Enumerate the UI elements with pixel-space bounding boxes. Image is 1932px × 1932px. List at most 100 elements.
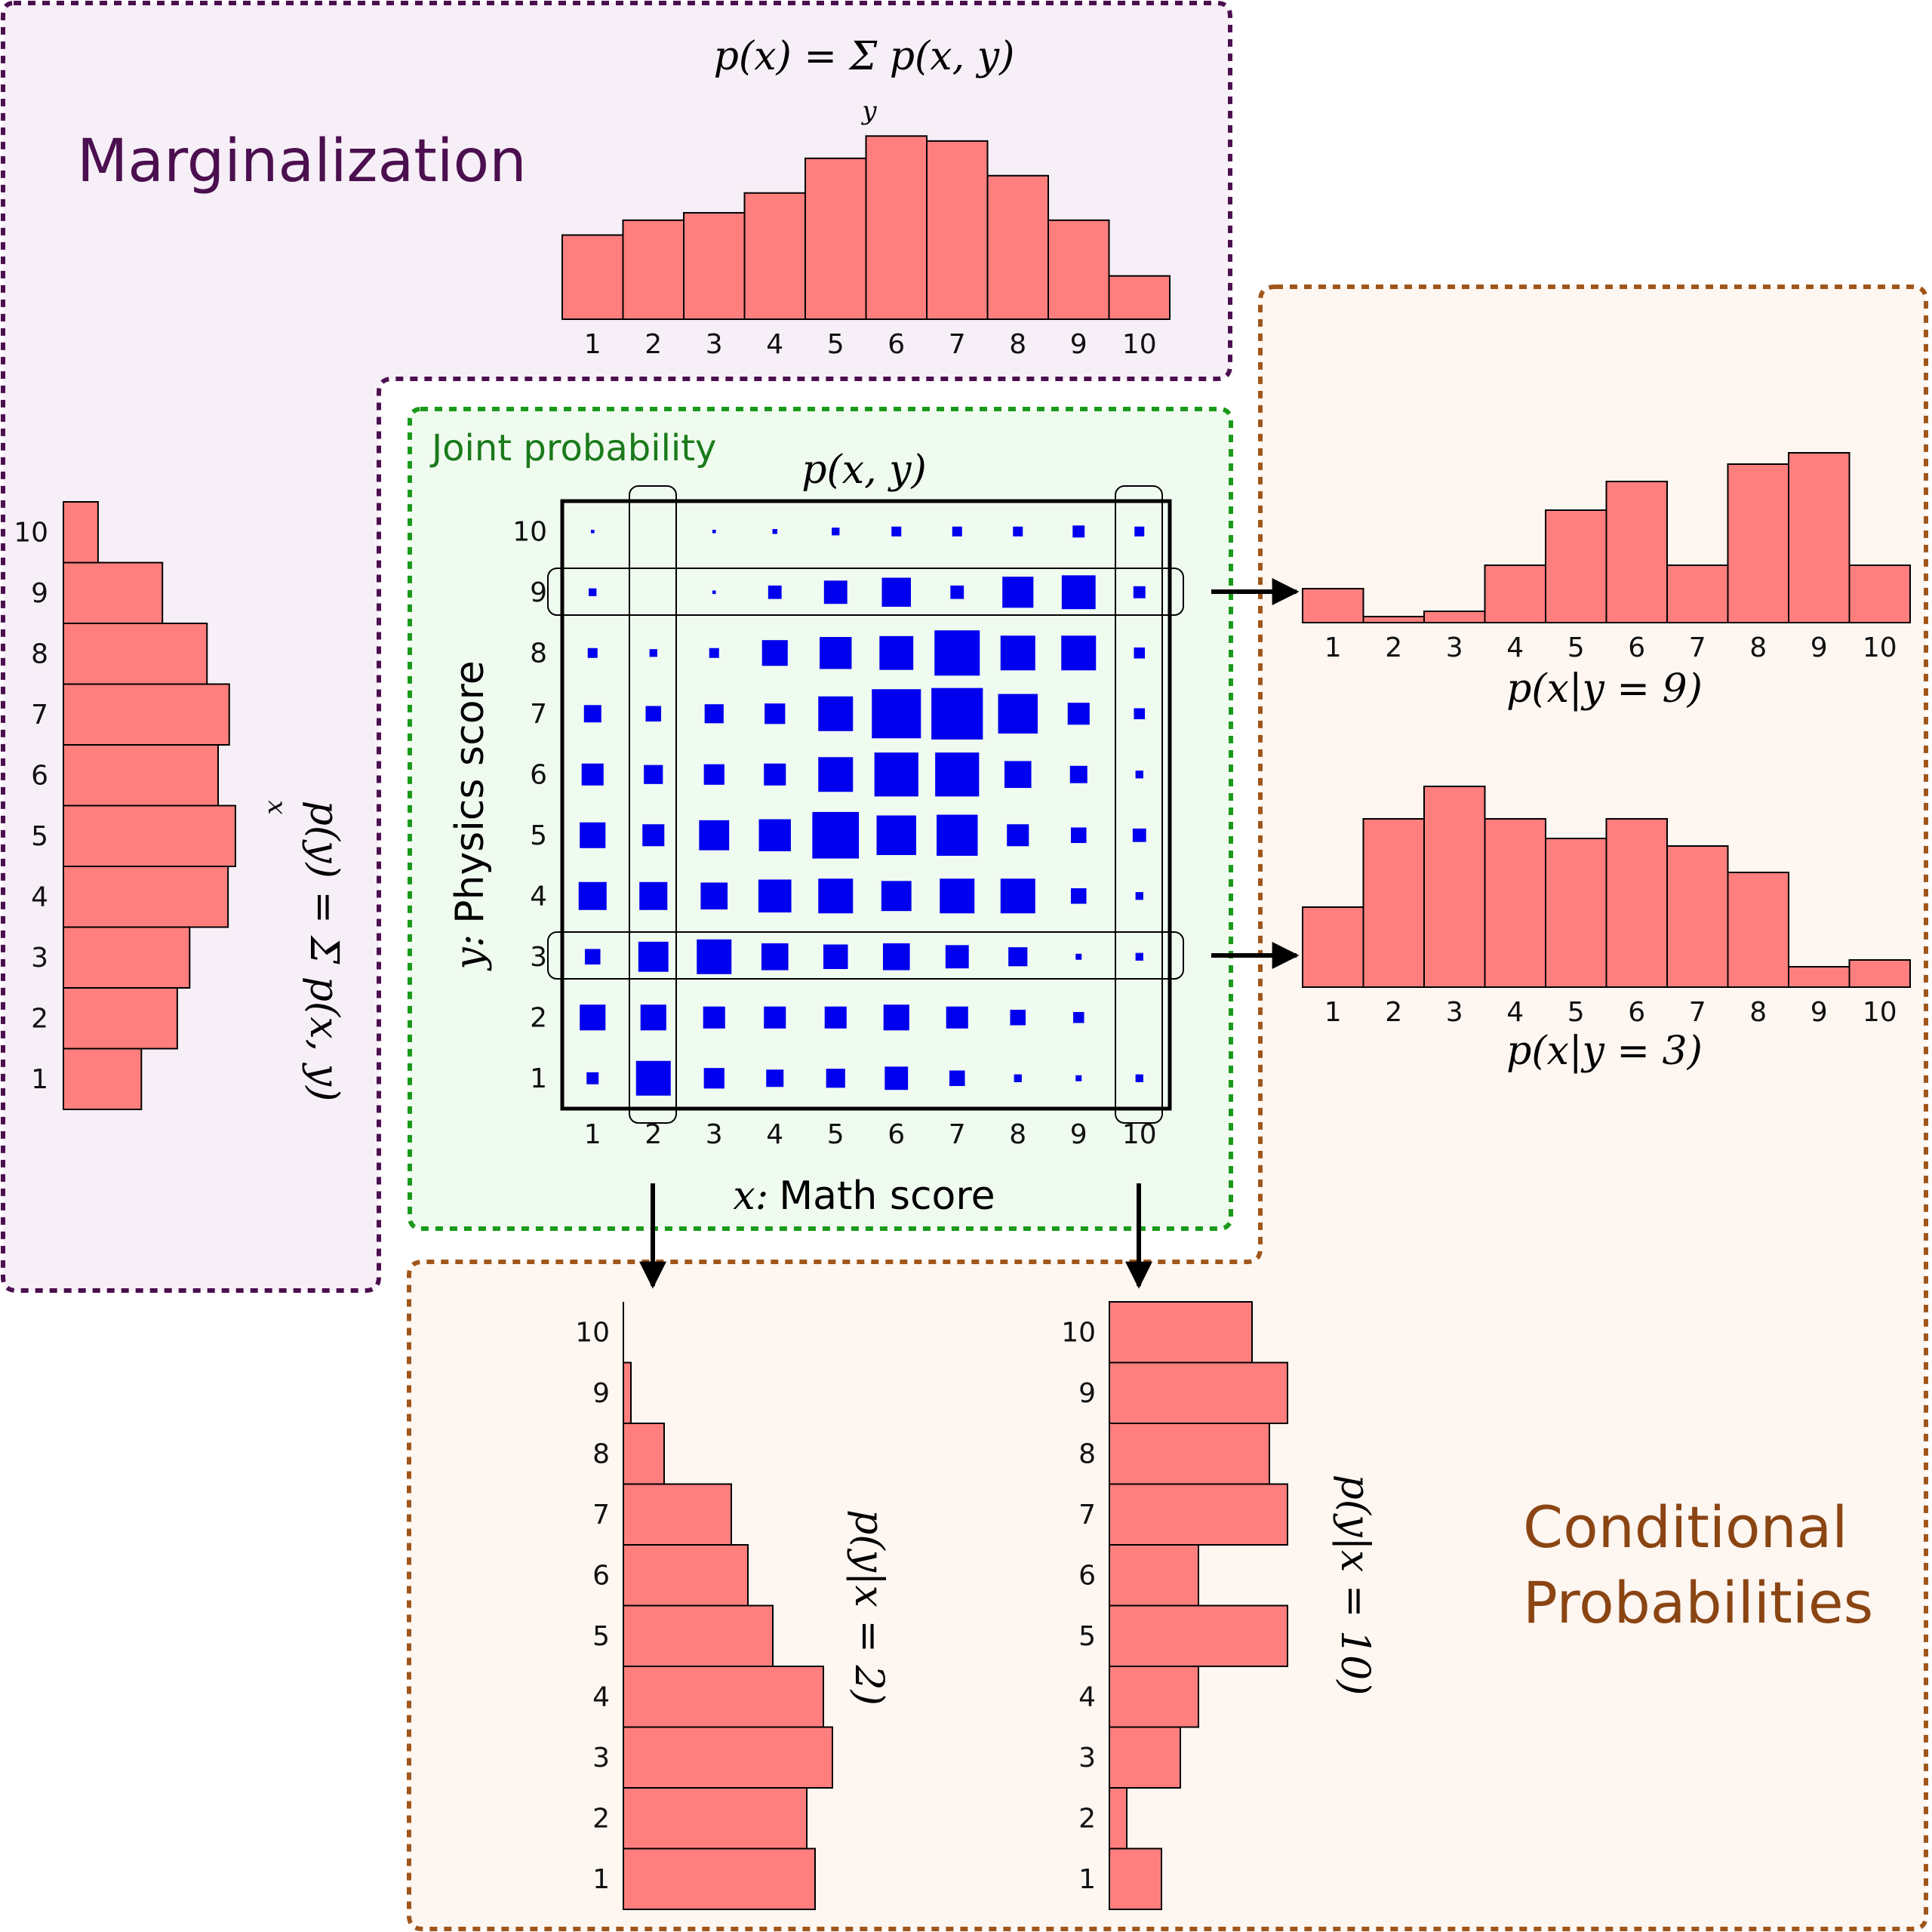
joint-cell-x3-y9	[712, 590, 716, 595]
joint-cell-x1-y1	[586, 1072, 599, 1084]
px-given-y9-bar-6	[1605, 481, 1668, 623]
px-bar-4	[743, 192, 806, 320]
joint-cell-x9-y6	[1069, 765, 1088, 783]
joint-cell-x8-y10	[1013, 526, 1023, 537]
joint-cell-x2-y3	[638, 941, 669, 972]
highlight-col-x2	[629, 485, 677, 1124]
joint-cell-x6-y8	[879, 635, 914, 670]
px-given-y3-tick-9: 9	[1810, 997, 1828, 1028]
py-given-x2-tick-6: 6	[592, 1560, 610, 1591]
py-given-x10-tick-6: 6	[1078, 1560, 1096, 1591]
py-given-x2-bar-5	[623, 1604, 774, 1667]
py-given-x10-bar-10	[1109, 1301, 1253, 1364]
px-formula: p(x) = Σ p(x, y)	[714, 34, 1015, 79]
joint-ytick-8: 8	[530, 638, 547, 669]
py-given-x2-tick-3: 3	[592, 1743, 610, 1774]
joint-cell-x1-y8	[587, 648, 598, 658]
joint-xlabel-var: x:	[733, 1174, 768, 1219]
px-formula-subscript: y	[860, 96, 877, 126]
joint-cell-x4-y1	[766, 1069, 784, 1088]
joint-ytick-9: 9	[530, 577, 547, 608]
px-given-y3-tick-6: 6	[1628, 997, 1645, 1028]
joint-cell-x1-y4	[578, 881, 607, 910]
py-tick-9: 9	[31, 578, 48, 609]
py-formula-subscript: x	[262, 800, 292, 814]
py-bar-3	[63, 926, 191, 989]
px-tick-5: 5	[827, 329, 844, 360]
chart-px-given-y9: 1 2 3 4 5 6 7 8 9 10	[1302, 452, 1911, 663]
joint-cell-x10-y3	[1135, 952, 1143, 961]
py-given-x2-tick-2: 2	[592, 1803, 610, 1834]
joint-cell-x1-y7	[583, 705, 601, 723]
px-tick-10: 10	[1122, 329, 1157, 360]
py-given-x10-tick-1: 1	[1078, 1864, 1096, 1895]
px-bar-1	[561, 234, 624, 321]
joint-cell-x1-y2	[580, 1004, 606, 1031]
joint-formula: p(x, y)	[801, 448, 927, 493]
joint-cell-x2-y8	[649, 649, 657, 657]
joint-xtick-3: 3	[706, 1119, 723, 1150]
joint-cell-x9-y7	[1067, 703, 1090, 725]
px-given-y9-bar-9	[1788, 452, 1850, 623]
joint-cell-x8-y5	[1007, 824, 1029, 847]
joint-xlabel-text: Math score	[779, 1174, 995, 1219]
joint-cell-x8-y9	[1002, 577, 1034, 608]
joint-cell-x4-y8	[761, 640, 788, 666]
px-given-y3-bar-5	[1545, 838, 1607, 988]
joint-cell-x8-y3	[1008, 947, 1028, 967]
joint-cell-x1-y6	[581, 763, 604, 786]
joint-cell-x5-y5	[812, 811, 860, 859]
joint-cell-x6-y10	[891, 526, 902, 537]
px-given-y9-bar-8	[1727, 463, 1789, 623]
label-px-given-y9: p(x|y = 9)	[1506, 666, 1703, 712]
py-given-x10-bar-6	[1109, 1544, 1199, 1607]
px-given-y3-bar-1	[1302, 906, 1364, 988]
px-given-y3-bar-4	[1484, 818, 1546, 988]
joint-cell-x8-y2	[1010, 1009, 1026, 1026]
joint-cell-x6-y6	[874, 752, 918, 797]
joint-xtick-8: 8	[1009, 1119, 1026, 1150]
px-tick-6: 6	[888, 329, 905, 360]
joint-cell-x9-y1	[1075, 1075, 1082, 1081]
px-given-y9-tick-10: 10	[1863, 632, 1897, 663]
px-given-y3-bar-9	[1788, 966, 1850, 988]
label-py-given-x10: p(y|x = 10)	[1332, 1475, 1377, 1696]
joint-cell-x9-y3	[1075, 953, 1082, 960]
py-bar-2	[63, 987, 178, 1050]
joint-cell-x9-y10	[1072, 525, 1085, 538]
joint-cell-x3-y5	[699, 820, 730, 851]
px-given-y9-tick-1: 1	[1324, 632, 1342, 663]
py-tick-8: 8	[31, 638, 48, 669]
px-bar-5	[804, 157, 867, 320]
joint-cell-x4-y3	[761, 943, 789, 971]
px-given-y3-bar-2	[1362, 818, 1425, 988]
joint-cell-x4-y9	[768, 585, 782, 599]
joint-ytick-4: 4	[530, 881, 547, 912]
px-given-y9-bar-4	[1484, 565, 1546, 623]
joint-ytick-10: 10	[512, 516, 547, 547]
px-bar-10	[1108, 275, 1171, 321]
joint-cell-x5-y3	[823, 944, 848, 970]
px-tick-4: 4	[766, 329, 783, 360]
px-given-y9-bar-7	[1666, 565, 1729, 623]
joint-cell-x6-y3	[882, 943, 910, 971]
py-tick-6: 6	[31, 760, 48, 791]
joint-cell-x7-y4	[940, 878, 975, 914]
py-given-x10-bar-5	[1109, 1604, 1288, 1667]
joint-cell-x8-y8	[1000, 635, 1035, 671]
joint-cell-x7-y9	[950, 585, 964, 599]
px-given-y9-bar-5	[1545, 509, 1607, 623]
py-given-x10-tick-3: 3	[1078, 1743, 1096, 1774]
px-tick-2: 2	[645, 329, 662, 360]
highlight-row-y3	[547, 931, 1184, 980]
chart-joint: 1 2 3 4 5 6 7 8 9 10 1 2 3 4 5 6 7 8 9 10	[512, 499, 1172, 1150]
py-given-x10-bar-8	[1109, 1423, 1270, 1485]
joint-cell-x6-y5	[876, 815, 916, 855]
py-given-x2-bar-2	[623, 1787, 808, 1850]
py-given-x2-tick-5: 5	[592, 1621, 610, 1652]
px-given-y9-bar-1	[1302, 588, 1364, 623]
px-given-y9-bar-3	[1423, 611, 1486, 623]
joint-cell-x2-y7	[645, 706, 662, 722]
joint-cell-x6-y1	[884, 1066, 909, 1091]
